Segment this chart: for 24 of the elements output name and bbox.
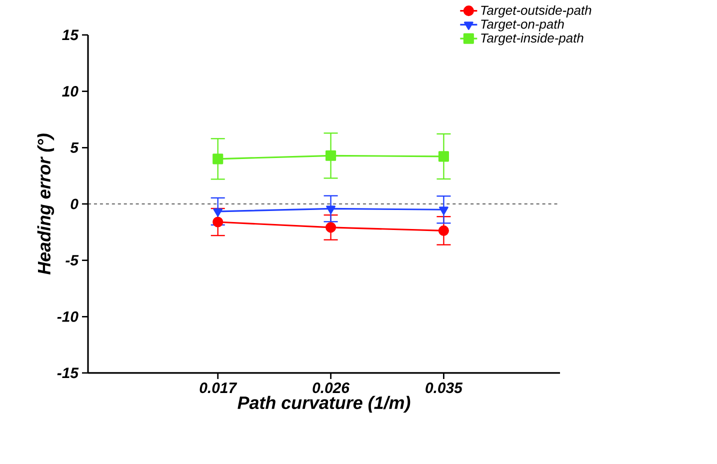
y-tick-label: 10: [62, 86, 78, 97]
point: [326, 206, 336, 214]
y-tick-label: -10: [57, 311, 78, 322]
legend-label: Target-outside-path: [481, 5, 592, 18]
point: [212, 216, 224, 228]
x-tick-label: 0.026: [312, 382, 350, 394]
y-tick-label: -5: [66, 255, 79, 266]
legend-label: Target-inside-path: [481, 33, 584, 46]
point: [212, 154, 224, 164]
point: [326, 222, 336, 233]
y-tick-label: 15: [62, 30, 79, 40]
y-tick-label: 5: [70, 142, 79, 153]
y-tick-label: -15: [57, 368, 79, 378]
point: [438, 151, 449, 162]
x-axis-title: Path curvature (1/m): [238, 396, 410, 413]
x-tick-label: 0.035: [426, 382, 463, 394]
legend-label: Target-on-path: [481, 19, 564, 32]
point: [326, 150, 336, 161]
y-tick-label: 0: [70, 198, 78, 210]
y-axis-title: Heading error (°): [37, 134, 54, 275]
x-tick-label: 0.017: [200, 382, 238, 394]
point: [438, 225, 449, 236]
point: [439, 206, 448, 215]
point: [213, 208, 223, 217]
